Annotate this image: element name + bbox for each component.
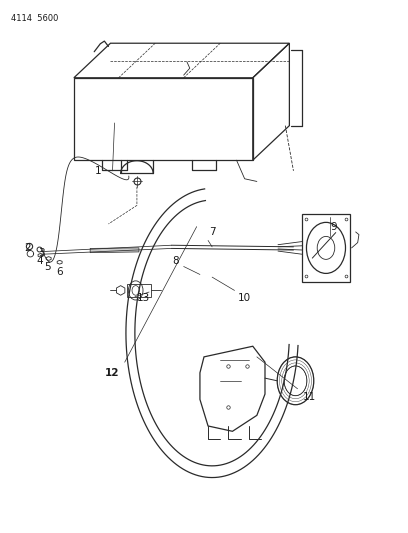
Text: 4114  5600: 4114 5600: [11, 14, 58, 23]
Text: 8: 8: [172, 256, 179, 266]
Text: 4: 4: [36, 256, 42, 266]
Text: 5: 5: [44, 262, 51, 271]
Text: 1: 1: [95, 166, 102, 176]
Text: 2: 2: [24, 243, 31, 253]
Text: 10: 10: [238, 293, 251, 303]
Text: 11: 11: [303, 392, 316, 402]
Text: 9: 9: [331, 222, 337, 232]
Text: 12: 12: [105, 368, 120, 378]
Text: 3: 3: [38, 248, 44, 258]
Text: 13: 13: [136, 293, 150, 303]
Text: 6: 6: [56, 267, 63, 277]
Polygon shape: [90, 248, 139, 253]
Text: 7: 7: [209, 227, 215, 237]
